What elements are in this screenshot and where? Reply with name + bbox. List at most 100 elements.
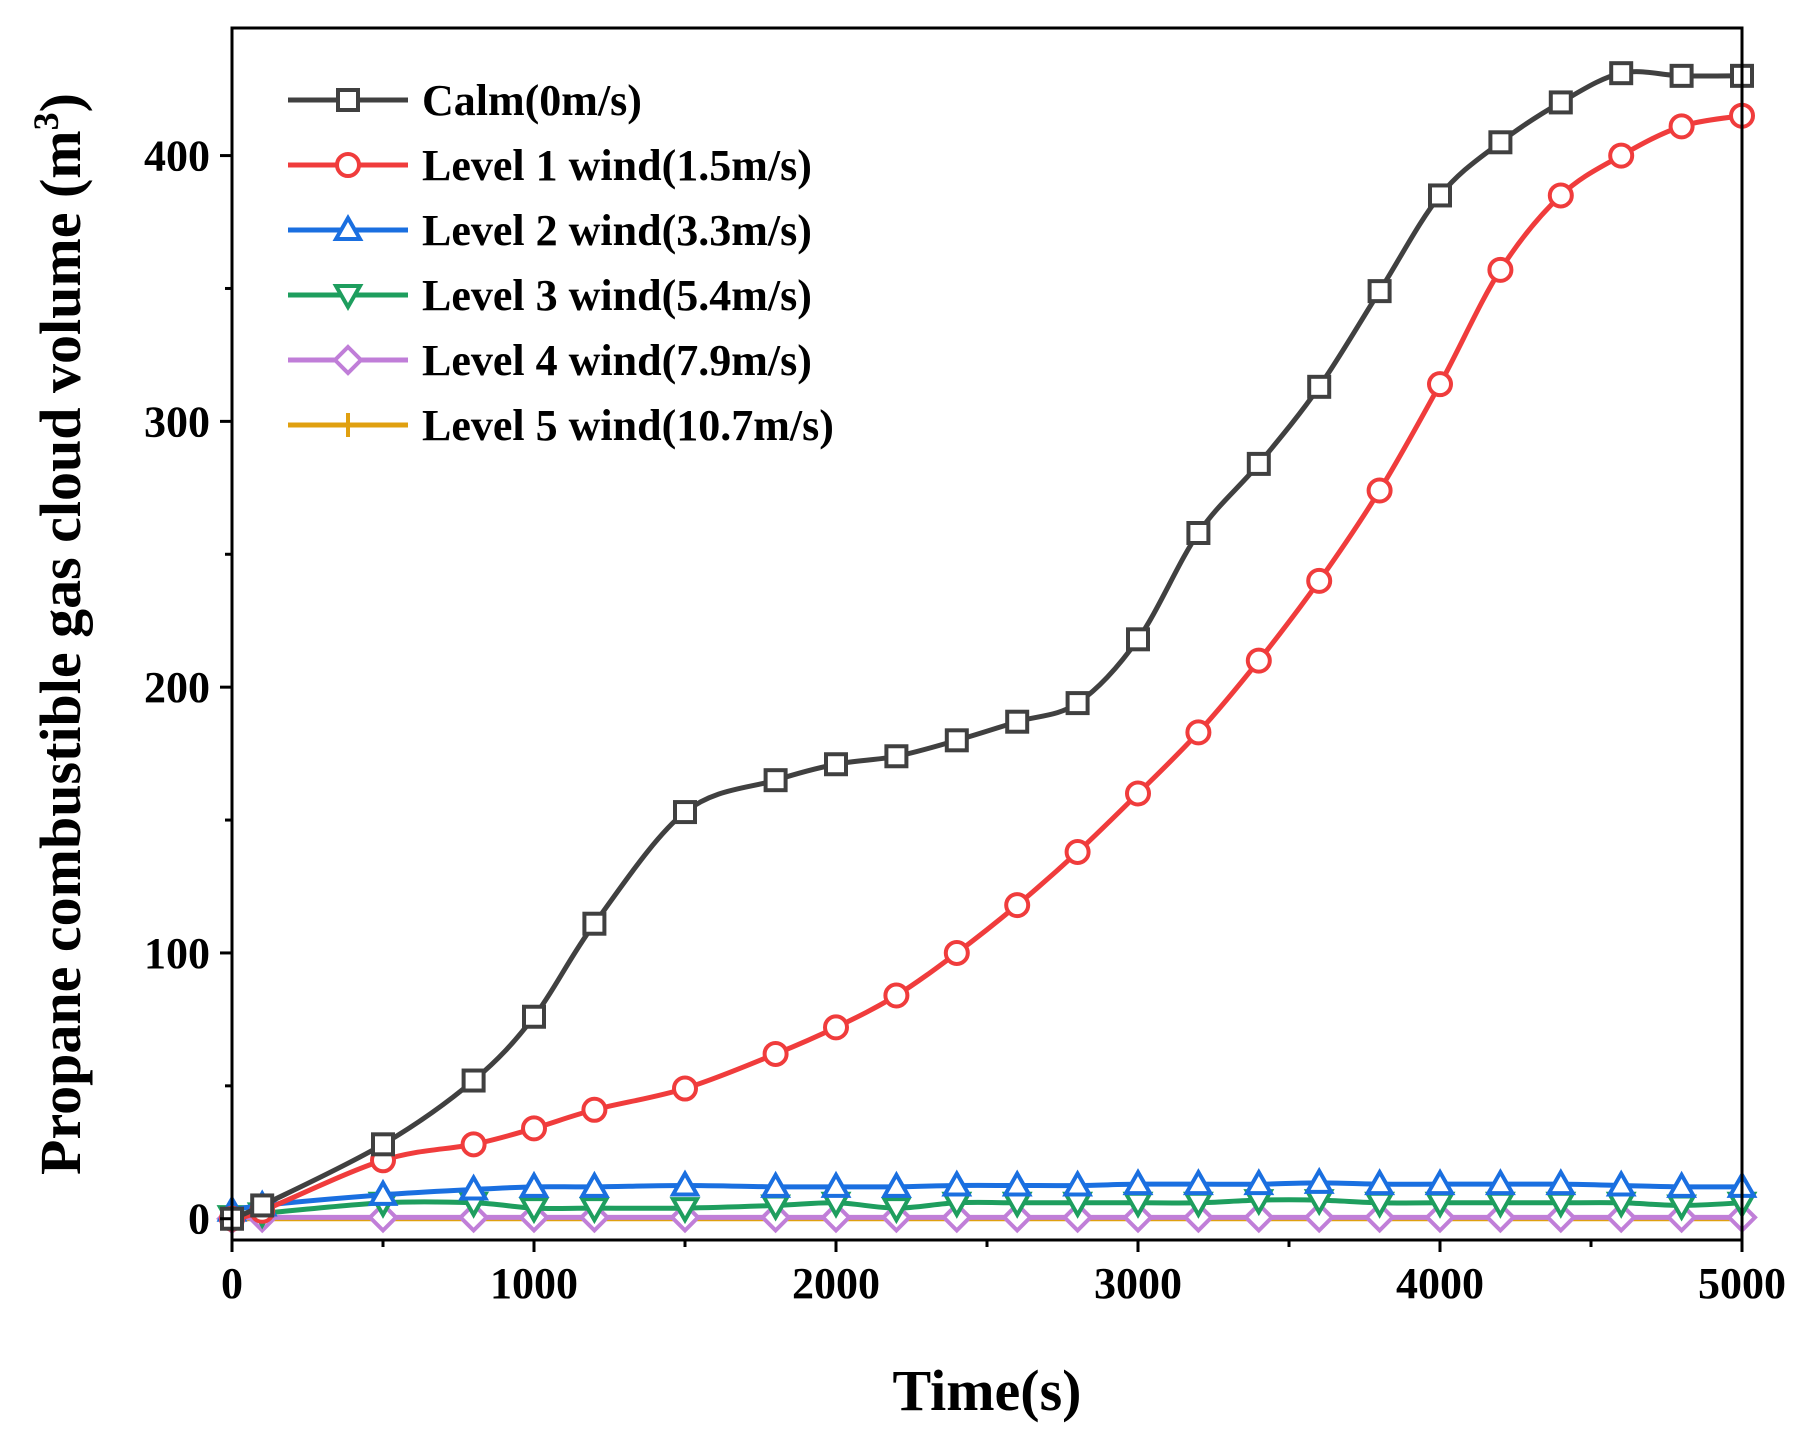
x-tick-label: 1000 <box>490 1259 578 1308</box>
data-point <box>880 1197 912 1225</box>
data-point <box>1186 521 1211 545</box>
x-tick-label: 4000 <box>1396 1259 1484 1308</box>
data-point <box>1303 1166 1335 1194</box>
legend-label: Level 3 wind(5.4m/s) <box>422 271 812 320</box>
legend-label: Level 1 wind(1.5m/s) <box>422 141 812 190</box>
x-tick-label: 0 <box>221 1259 243 1308</box>
data-point <box>820 1170 852 1198</box>
y-axis-title: Propane combustible gas cloud volume (m3… <box>26 93 93 1175</box>
legend-item: Calm(0m/s) <box>288 76 642 125</box>
legend-swatch-marker <box>332 344 364 376</box>
data-point <box>1366 477 1393 504</box>
data-point <box>673 800 697 825</box>
legend-item: Level 3 wind(5.4m/s) <box>288 271 812 320</box>
data-point <box>1125 780 1151 807</box>
x-tick-label: 2000 <box>792 1259 880 1308</box>
legend-label: Calm(0m/s) <box>422 76 642 125</box>
y-axis-title-superscript: 3 <box>26 112 66 130</box>
series-layer <box>216 61 1758 1235</box>
data-point <box>762 1040 789 1067</box>
data-point <box>880 1170 912 1198</box>
series-line <box>231 1197 1743 1219</box>
y-axis: 0 100 200 300 400 <box>144 132 232 1244</box>
y-tick-label: 300 <box>144 397 210 446</box>
data-point <box>1605 1169 1637 1197</box>
legend-swatch-marker <box>336 413 360 437</box>
y-tick-label: 100 <box>144 929 210 978</box>
data-point <box>1001 1169 1033 1197</box>
data-point <box>1246 451 1271 476</box>
data-point <box>518 1170 550 1198</box>
data-point <box>578 1170 610 1198</box>
data-point <box>1303 1201 1336 1234</box>
data-point <box>672 1075 698 1102</box>
y-axis-title-close: ) <box>28 93 93 112</box>
y-tick-label: 400 <box>144 132 210 181</box>
series-line <box>231 1180 1743 1214</box>
data-point <box>760 1170 792 1198</box>
data-point <box>1484 1168 1516 1196</box>
data-point <box>1306 567 1333 594</box>
legend-swatch-marker <box>332 284 364 312</box>
legend-label: Level 5 wind(10.7m/s) <box>422 401 834 450</box>
data-point <box>823 1014 849 1041</box>
data-point <box>1004 892 1031 919</box>
data-point <box>1669 63 1694 88</box>
data-point <box>1242 1201 1275 1234</box>
data-point <box>521 1115 547 1142</box>
series-1 <box>220 61 1754 1231</box>
data-point <box>522 1004 546 1029</box>
data-point <box>669 1197 701 1225</box>
data-point <box>367 1178 399 1206</box>
legend-swatch-marker <box>336 88 360 112</box>
data-point <box>941 1169 973 1197</box>
y-tick-label: 200 <box>144 663 210 712</box>
legend: Calm(0m/s) Level 1 wind(1.5m/s) Level 2 wi… <box>288 76 834 450</box>
series-5 <box>216 1201 1758 1235</box>
data-point <box>578 1197 610 1225</box>
data-point <box>1427 371 1453 398</box>
data-point <box>1547 182 1574 209</box>
series-3 <box>216 1166 1758 1222</box>
data-point <box>250 1193 275 1218</box>
data-point <box>884 744 909 769</box>
y-tick-label: 0 <box>188 1195 210 1244</box>
legend-item: Level 1 wind(1.5m/s) <box>288 141 812 190</box>
data-point <box>371 1132 395 1157</box>
data-point <box>458 1173 490 1201</box>
x-tick-label: 3000 <box>1094 1259 1182 1308</box>
legend-label: Level 2 wind(3.3m/s) <box>422 206 812 255</box>
legend-swatch-marker <box>335 152 361 178</box>
data-point <box>669 1169 701 1197</box>
data-point <box>1609 61 1634 86</box>
data-point <box>518 1197 550 1225</box>
data-point <box>1608 142 1635 169</box>
data-point <box>1243 1168 1275 1196</box>
x-axis: 0 1000 2000 3000 4000 5000 <box>221 1240 1786 1308</box>
x-tick-label: 5000 <box>1698 1259 1786 1308</box>
data-point <box>1122 1168 1154 1196</box>
series-4 <box>216 1189 1758 1233</box>
data-point <box>763 768 788 793</box>
data-point <box>1548 90 1573 115</box>
data-point <box>1062 1169 1094 1197</box>
legend-item: Level 4 wind(7.9m/s) <box>288 336 812 385</box>
data-point <box>1065 691 1090 716</box>
data-point <box>1245 647 1272 674</box>
data-point <box>1307 374 1332 399</box>
data-point <box>1126 627 1150 652</box>
data-point <box>582 911 607 936</box>
data-point <box>1428 183 1452 208</box>
series-line <box>230 69 1743 1222</box>
data-point <box>1487 256 1514 283</box>
data-point <box>943 939 970 966</box>
legend-item: Level 2 wind(3.3m/s) <box>288 206 812 255</box>
legend-swatch-marker <box>332 213 364 241</box>
data-point <box>1185 719 1212 746</box>
data-point <box>1666 1170 1698 1198</box>
data-point <box>1005 709 1030 734</box>
data-point <box>824 752 848 777</box>
data-point <box>1367 279 1392 304</box>
legend-item: Level 5 wind(10.7m/s) <box>288 401 834 450</box>
